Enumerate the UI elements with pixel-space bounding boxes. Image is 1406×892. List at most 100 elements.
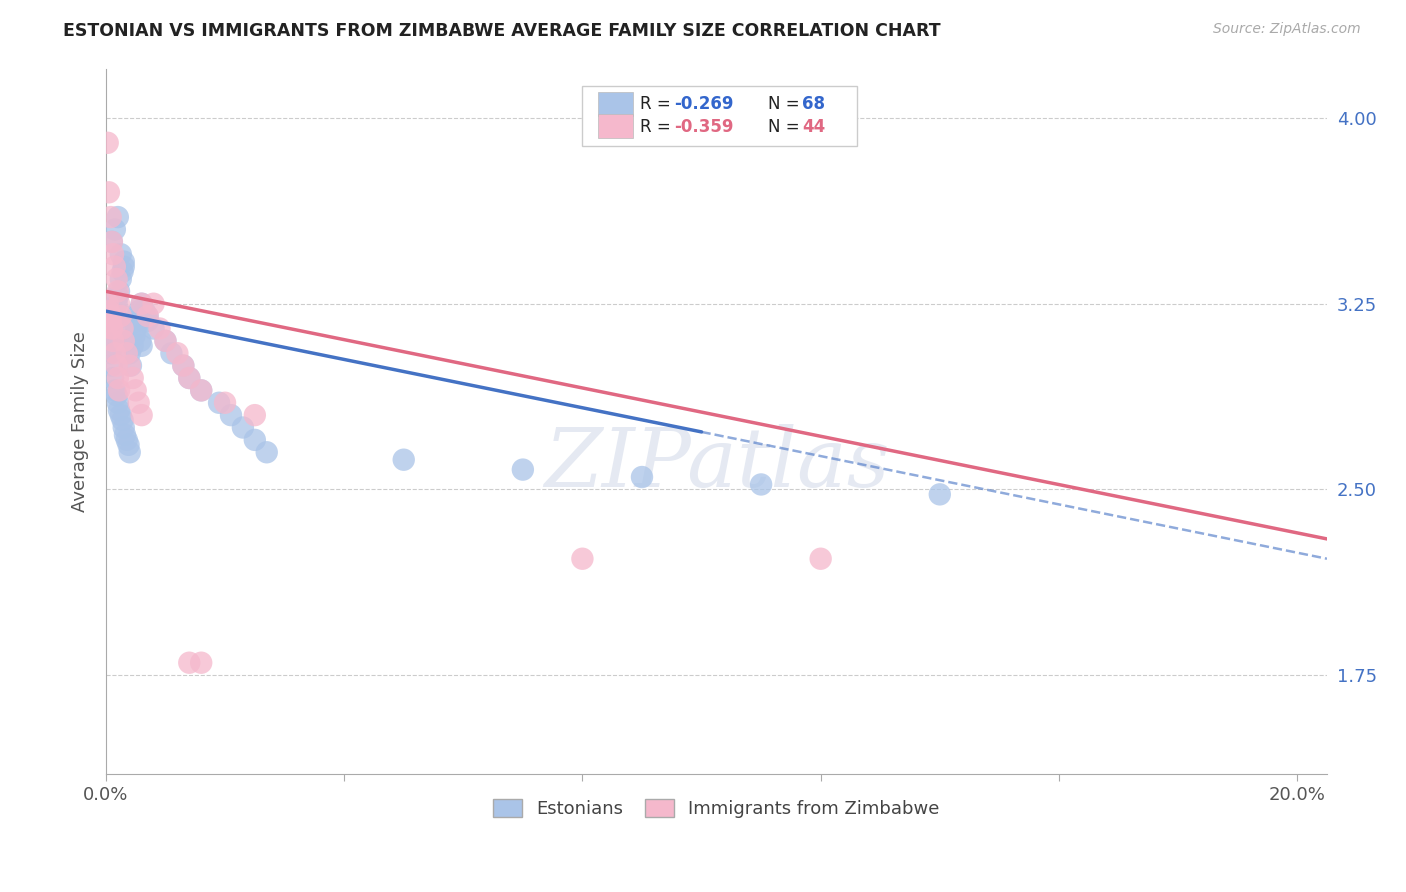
Point xyxy=(100,210,122,224)
Point xyxy=(111,264,134,278)
Point xyxy=(107,371,129,385)
Point xyxy=(131,296,153,310)
Point xyxy=(810,551,832,566)
Point xyxy=(107,210,129,224)
Point xyxy=(155,334,177,348)
Point xyxy=(131,296,153,310)
Point xyxy=(101,371,124,385)
Point xyxy=(108,403,131,417)
Point xyxy=(232,420,254,434)
Point xyxy=(101,247,124,261)
Point xyxy=(105,272,128,286)
Point xyxy=(118,359,141,373)
Point xyxy=(172,359,194,373)
Point xyxy=(104,260,127,274)
Point xyxy=(190,656,212,670)
Point xyxy=(179,371,201,385)
Point xyxy=(142,296,165,310)
Point xyxy=(214,396,236,410)
Point xyxy=(101,334,124,348)
Point xyxy=(101,359,124,373)
Point xyxy=(104,304,127,318)
Legend: Estonians, Immigrants from Zimbabwe: Estonians, Immigrants from Zimbabwe xyxy=(486,791,948,825)
Point xyxy=(179,656,201,670)
Point xyxy=(121,339,143,353)
Point xyxy=(107,289,129,303)
Point xyxy=(118,346,141,360)
Point xyxy=(115,433,138,447)
Point xyxy=(128,396,150,410)
Point xyxy=(125,384,148,398)
Point xyxy=(114,428,136,442)
Point xyxy=(111,321,134,335)
Point xyxy=(108,285,131,299)
Point xyxy=(179,371,201,385)
Point xyxy=(136,309,159,323)
Point xyxy=(97,314,120,328)
Text: Source: ZipAtlas.com: Source: ZipAtlas.com xyxy=(1213,22,1361,37)
Point xyxy=(104,384,127,398)
Point xyxy=(256,445,278,459)
Point xyxy=(97,304,120,318)
Point xyxy=(97,309,120,323)
Point xyxy=(136,309,159,323)
Point xyxy=(571,551,593,566)
Point xyxy=(101,321,124,335)
Text: R =: R = xyxy=(640,118,675,136)
Point xyxy=(115,321,138,335)
Point xyxy=(110,309,132,323)
Point xyxy=(97,136,120,150)
Point xyxy=(100,329,122,343)
Point xyxy=(101,321,124,335)
Point xyxy=(208,396,231,410)
Point xyxy=(112,334,135,348)
Point xyxy=(124,329,146,343)
Point xyxy=(160,346,183,360)
Text: ESTONIAN VS IMMIGRANTS FROM ZIMBABWE AVERAGE FAMILY SIZE CORRELATION CHART: ESTONIAN VS IMMIGRANTS FROM ZIMBABWE AVE… xyxy=(63,22,941,40)
Point xyxy=(142,321,165,335)
Point xyxy=(105,296,128,310)
Point xyxy=(117,334,139,348)
Point xyxy=(190,384,212,398)
Point xyxy=(512,462,534,476)
Text: -0.359: -0.359 xyxy=(673,118,733,136)
Point xyxy=(108,384,131,398)
Point xyxy=(148,321,170,335)
Point xyxy=(101,235,124,249)
Point xyxy=(107,285,129,299)
FancyBboxPatch shape xyxy=(598,92,634,116)
Point xyxy=(928,487,950,501)
Point xyxy=(172,359,194,373)
Point xyxy=(101,321,124,335)
Point xyxy=(117,438,139,452)
Point xyxy=(115,346,138,360)
Point xyxy=(631,470,654,484)
Point xyxy=(114,309,136,323)
Point xyxy=(101,235,124,249)
Point xyxy=(105,388,128,402)
Point xyxy=(112,260,135,274)
Point xyxy=(243,408,266,422)
Point xyxy=(100,314,122,328)
Point xyxy=(97,186,120,200)
FancyBboxPatch shape xyxy=(582,87,856,146)
Text: 68: 68 xyxy=(801,95,825,112)
Point xyxy=(110,247,132,261)
Y-axis label: Average Family Size: Average Family Size xyxy=(72,331,89,512)
Text: R =: R = xyxy=(640,95,675,112)
Point xyxy=(100,309,122,323)
Point xyxy=(243,433,266,447)
Point xyxy=(136,314,159,328)
Point xyxy=(190,384,212,398)
Point xyxy=(219,408,242,422)
Point xyxy=(749,477,772,491)
FancyBboxPatch shape xyxy=(598,114,634,138)
Point xyxy=(120,359,142,373)
Point xyxy=(131,339,153,353)
Point xyxy=(392,452,415,467)
Point xyxy=(100,346,122,360)
Point xyxy=(112,420,135,434)
Point xyxy=(104,222,127,236)
Point xyxy=(100,309,122,323)
Point xyxy=(128,304,150,318)
